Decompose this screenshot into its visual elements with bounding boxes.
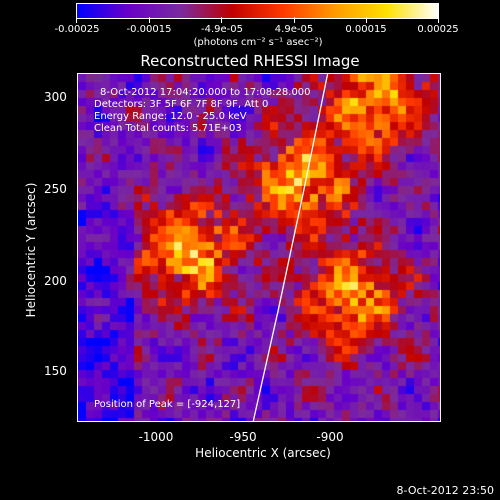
time-range-label: 8-Oct-2012 17:04:20.000 to 17:08:28.000 [100,87,311,98]
solar-limb-curve [252,74,329,421]
colorbar-units: (photons cm⁻² s⁻¹ asec⁻²) [193,37,323,48]
colorbar-tick [366,17,367,23]
colorbar [76,3,439,19]
colorbar-tick-label: 4.9e-05 [274,24,314,35]
x-tick-label: -950 [229,430,257,444]
colorbar-tick [294,17,295,23]
y-tick-label: 200 [44,274,67,288]
colorbar-tick [149,17,150,23]
plot-title: Reconstructed RHESSI Image [140,52,360,70]
footer-timestamp: 8-Oct-2012 23:50 [396,484,494,497]
y-tick-label: 300 [44,90,67,104]
y-tick-label: 250 [44,182,67,196]
y-tick-label: 150 [44,364,67,378]
limb-overlay [252,74,329,421]
x-tick-label: -1000 [138,430,174,444]
y-axis-label: Heliocentric Y (arcsec) [24,182,38,318]
colorbar-tick-label: -0.00025 [54,24,100,35]
colorbar-tick-label: -4.9e-05 [201,24,243,35]
colorbar-tick-label: -0.00015 [126,24,172,35]
colorbar-tick-label: 0.00025 [417,24,459,35]
x-axis-label: Heliocentric X (arcsec) [195,446,331,460]
colorbar-tick [438,17,439,23]
energy-range-label: Energy Range: 12.0 - 25.0 keV [94,111,247,122]
colorbar-tick [76,17,77,23]
peak-position-label: Position of Peak = [-924,127] [94,399,241,410]
heatmap-image [78,74,440,421]
detectors-label: Detectors: 3F 5F 6F 7F 8F 9F, Att 0 [94,99,269,110]
colorbar-tick-label: 0.00015 [345,24,387,35]
image-plot[interactable] [77,73,441,422]
colorbar-tick [221,17,222,23]
x-tick-label: -900 [316,430,344,444]
clean-counts-label: Clean Total counts: 5.71E+03 [94,123,242,134]
